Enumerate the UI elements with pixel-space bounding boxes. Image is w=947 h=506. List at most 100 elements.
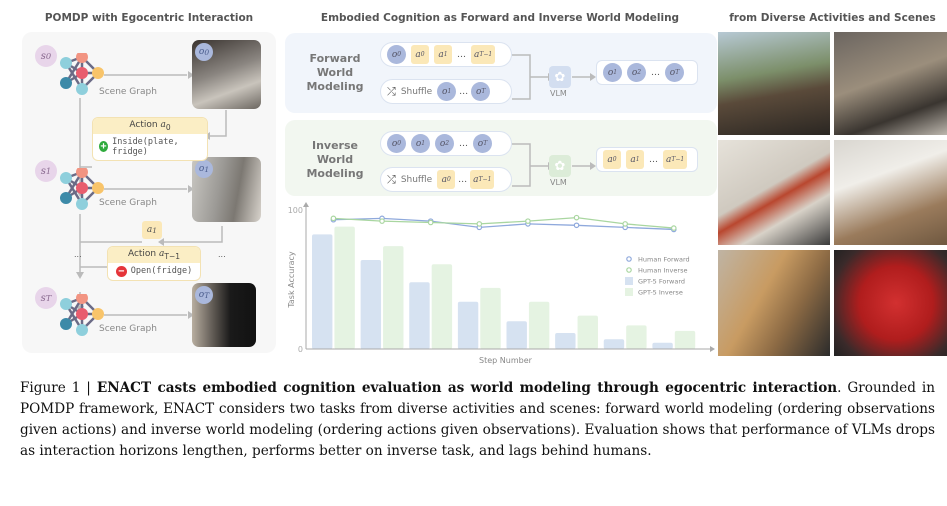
left-panel-title: POMDP with Egocentric Interaction xyxy=(44,12,254,24)
action-head-label: Action xyxy=(127,249,157,259)
scene-graph-label: Scene Graph xyxy=(99,198,157,208)
token-sub: T−1 xyxy=(479,51,493,58)
name-line: Forward xyxy=(309,52,361,65)
token-var: o xyxy=(439,138,446,149)
action-sub: 0 xyxy=(165,122,171,132)
scene-image-1 xyxy=(718,32,830,135)
bar-gpt-5-inverse xyxy=(674,330,696,349)
legend-label: GPT-5 Forward xyxy=(638,278,685,286)
y-axis-label: Task Accuracy xyxy=(287,251,296,309)
token-sub: T xyxy=(675,69,680,76)
vlm-label: VLM xyxy=(550,89,567,98)
y-tick-label: 0 xyxy=(298,345,303,354)
forward-title: Forward World Modeling xyxy=(300,52,370,94)
token-var: o xyxy=(669,67,676,78)
bar-gpt-5-inverse xyxy=(577,315,598,349)
action-text: Open(fridge) xyxy=(130,266,193,277)
name-line: Modeling xyxy=(306,167,364,180)
bar-gpt-5-inverse xyxy=(528,301,550,349)
token-var: a xyxy=(474,49,480,60)
token-var: o xyxy=(442,86,448,97)
token-sub: 2 xyxy=(445,140,450,147)
token-sub: T xyxy=(483,140,488,147)
bar-gpt-5-inverse xyxy=(480,287,501,349)
middle-title: Embodied Cognition as Forward and Invers… xyxy=(320,12,680,24)
line-human-forward xyxy=(333,217,674,231)
token-var: o xyxy=(391,138,398,149)
token-sub: 2 xyxy=(637,69,642,76)
token-sub: 0 xyxy=(397,140,402,147)
token-sub: T−1 xyxy=(671,156,685,163)
figure-caption: Figure 1 | ENACT casts embodied cognitio… xyxy=(20,378,935,462)
scene-image-2 xyxy=(834,32,947,135)
obs-var: o xyxy=(198,47,205,57)
point-human-inverse xyxy=(476,221,483,227)
token-var: o xyxy=(415,138,422,149)
bar-gpt-5-inverse xyxy=(334,226,355,349)
token-var: a xyxy=(415,49,421,60)
bar-gpt-5-inverse xyxy=(431,264,453,349)
bar-gpt-5-forward xyxy=(652,342,673,349)
token-sub: 0 xyxy=(612,156,617,163)
accuracy-chart: 100 0 Step Number Task Accuracy Human Forwar… xyxy=(287,202,715,365)
shuffle-icon: ⤮ xyxy=(387,84,396,98)
vlm-label: VLM xyxy=(550,178,567,187)
legend-marker xyxy=(625,277,633,285)
token-var: a xyxy=(666,154,672,165)
token-var: o xyxy=(391,49,398,60)
shuffled-tokens: a 0… a T−1 xyxy=(437,170,495,189)
name-line: World xyxy=(316,66,354,79)
point-human-inverse xyxy=(525,218,531,224)
bar-gpt-5-inverse xyxy=(626,325,647,349)
line-human-inverse xyxy=(333,216,674,229)
caption-bold: ENACT casts embodied cognition evaluatio… xyxy=(96,380,838,396)
obs-sub: T xyxy=(204,290,210,300)
state-sub: 1 xyxy=(45,166,52,176)
scene-image-6 xyxy=(834,250,947,356)
state-sub: T xyxy=(45,293,52,303)
name-line: Inverse xyxy=(312,139,358,152)
action-header: Action aT−1 xyxy=(108,247,200,263)
token-sub: 0 xyxy=(446,176,451,183)
plus-icon: + xyxy=(99,141,109,153)
action-var: a xyxy=(160,120,166,130)
token-var: a xyxy=(630,154,636,165)
bar-gpt-5-forward xyxy=(457,301,479,349)
action-var: a xyxy=(159,249,165,259)
state-sub: 0 xyxy=(45,51,52,61)
legend-label: Human Forward xyxy=(638,256,690,264)
inverse-title: Inverse World Modeling xyxy=(300,139,370,181)
action-sub: 1 xyxy=(152,225,158,235)
action-a0-box: Action a0 + Inside(plate, fridge) xyxy=(92,117,208,161)
token-sub: 0 xyxy=(397,51,402,58)
x-axis-label: Step Number xyxy=(479,356,533,365)
obs-var: o xyxy=(198,164,205,174)
y-tick-label: 100 xyxy=(288,206,303,215)
ellipsis-left: ... xyxy=(74,250,82,259)
right-title: from Diverse Activities and Scenes xyxy=(729,12,936,24)
token-var: a xyxy=(473,174,479,185)
caption-label: Figure 1 | xyxy=(20,380,97,396)
point-human-inverse xyxy=(573,214,580,221)
caption-text: . Grounded in POMDP framework, ENACT con… xyxy=(20,380,935,459)
token-var: a xyxy=(607,154,613,165)
token-sub: T xyxy=(481,88,486,95)
ellipsis-right: ... xyxy=(218,250,226,259)
scene-graph-label: Scene Graph xyxy=(99,324,157,334)
scene-graph-label: Scene Graph xyxy=(99,87,157,97)
token-sub: 1 xyxy=(421,140,426,147)
token-sub: 0 xyxy=(420,51,425,58)
vlm-icon: ✿ xyxy=(549,66,571,88)
shuffle-icon: ⤮ xyxy=(387,172,396,186)
